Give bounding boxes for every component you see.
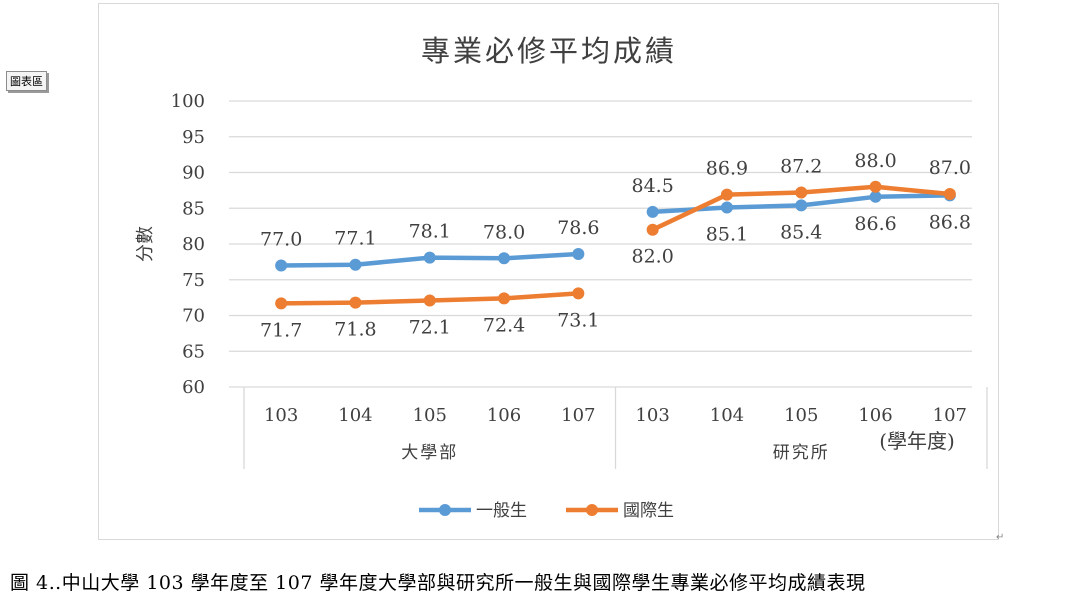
x-tick-label: 104 xyxy=(710,405,744,426)
data-point xyxy=(943,187,956,200)
data-label: 87.0 xyxy=(929,157,971,179)
legend-label: 國際生 xyxy=(623,501,674,521)
y-tick-label: 85 xyxy=(182,198,205,219)
x-axis-label: (學年度) xyxy=(879,429,955,453)
data-label: 85.4 xyxy=(780,221,822,243)
data-label: 86.9 xyxy=(706,158,748,180)
data-point xyxy=(572,287,585,300)
data-label: 84.5 xyxy=(631,175,673,197)
data-point xyxy=(720,201,733,214)
x-tick-label: 107 xyxy=(933,405,967,426)
data-label: 77.1 xyxy=(334,228,376,250)
y-tick-label: 80 xyxy=(182,234,205,255)
legend-label: 一般生 xyxy=(476,501,527,521)
x-tick-label: 103 xyxy=(635,405,669,426)
data-point xyxy=(349,296,362,309)
data-point xyxy=(498,292,511,305)
data-point xyxy=(869,180,882,193)
data-point xyxy=(275,259,288,272)
x-tick-label: 107 xyxy=(561,405,595,426)
data-label: 72.4 xyxy=(483,314,525,336)
data-point xyxy=(498,252,511,265)
data-point xyxy=(423,294,436,307)
y-axis-label: 分數 xyxy=(135,226,156,262)
y-tick-label: 60 xyxy=(182,377,205,398)
chart-area: 專業必修平均成績 分數 (學年度) 60 65 70 75 80 85 90 95 100 103… xyxy=(98,3,999,540)
legend-marker xyxy=(586,504,598,516)
figure-caption: 圖 4‥中山大學 103 學年度至 107 學年度大學部與研究所一般生與國際學生… xyxy=(10,572,866,594)
data-point xyxy=(795,199,808,212)
data-label: 78.6 xyxy=(557,217,599,239)
data-point xyxy=(572,248,585,261)
x-group-label: 研究所 xyxy=(773,443,830,463)
data-label: 85.1 xyxy=(706,224,748,246)
data-point xyxy=(646,223,659,236)
x-tick-label: 103 xyxy=(264,405,298,426)
chart-title: 專業必修平均成績 xyxy=(421,34,677,68)
data-label: 87.2 xyxy=(780,156,822,178)
data-point xyxy=(275,297,288,310)
data-point xyxy=(869,190,882,203)
chart-svg: 專業必修平均成績 分數 (學年度) 60 65 70 75 80 85 90 95 100 103… xyxy=(135,34,988,521)
x-tick-label: 104 xyxy=(338,405,372,426)
chart-area-tag[interactable]: 圖表區 xyxy=(6,71,47,91)
x-tick-label: 106 xyxy=(858,405,892,426)
y-tick-label: 75 xyxy=(182,270,205,291)
x-tick-label: 106 xyxy=(487,405,521,426)
y-tick-label: 100 xyxy=(171,91,205,112)
data-label: 73.1 xyxy=(557,309,599,331)
data-point xyxy=(423,251,436,264)
data-label: 71.7 xyxy=(260,319,302,341)
y-tick-label: 95 xyxy=(182,127,205,148)
x-group-label: 大學部 xyxy=(401,443,458,463)
legend-marker xyxy=(439,504,451,516)
y-tick-label: 65 xyxy=(182,341,205,362)
x-tick-label: 105 xyxy=(784,405,818,426)
data-point xyxy=(720,188,733,201)
data-point xyxy=(795,186,808,199)
data-label: 78.0 xyxy=(483,221,525,243)
data-label: 82.0 xyxy=(631,246,673,268)
data-label: 77.0 xyxy=(260,228,302,250)
data-label: 71.8 xyxy=(334,319,376,341)
y-tick-label: 90 xyxy=(182,163,205,184)
data-point xyxy=(349,258,362,271)
data-label: 72.1 xyxy=(409,316,451,338)
x-tick-label: 105 xyxy=(413,405,447,426)
data-point xyxy=(646,205,659,218)
data-label: 78.1 xyxy=(409,221,451,243)
paragraph-mark: ↵ xyxy=(996,532,1005,543)
data-label: 88.0 xyxy=(854,150,896,172)
data-label: 86.8 xyxy=(929,211,971,233)
y-tick-label: 70 xyxy=(182,306,205,327)
data-label: 86.6 xyxy=(854,213,896,235)
